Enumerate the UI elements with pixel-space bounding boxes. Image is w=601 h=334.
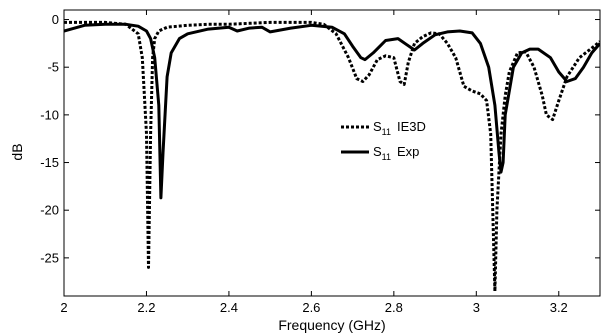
legend-exp-main: S <box>373 144 382 159</box>
legend-label-ie3d: S11 IE3D <box>373 119 426 137</box>
y-tick-label: -15 <box>40 155 59 170</box>
y-tick-label: -10 <box>40 107 59 122</box>
y-tick-label: -25 <box>40 250 59 265</box>
x-tick-label: 3.2 <box>550 300 568 315</box>
y-tick-label: 0 <box>52 12 59 27</box>
y-tick-label: -20 <box>40 203 59 218</box>
legend-exp-sub: 11 <box>382 152 391 162</box>
x-axis-label: Frequency (GHz) <box>278 317 385 333</box>
x-tick-label: 2 <box>60 300 67 315</box>
x-tick-label: 2.2 <box>137 300 155 315</box>
x-tick-label: 2.4 <box>220 300 238 315</box>
legend-ie3d-suffix: IE3D <box>397 119 426 134</box>
legend-ie3d-sub: 11 <box>382 127 391 137</box>
series-line-exp <box>64 22 600 200</box>
x-tick-label: 2.8 <box>385 300 403 315</box>
legend-exp-suffix: Exp <box>397 144 419 159</box>
legend-label-exp: S11 Exp <box>373 144 419 162</box>
y-tick-label: -5 <box>47 60 59 75</box>
x-tick-label: 3 <box>473 300 480 315</box>
legend: S11 IE3D S11 Exp <box>341 119 426 162</box>
y-axis-label: dB <box>9 143 25 160</box>
legend-ie3d-main: S <box>373 119 382 134</box>
x-tick-label: 2.6 <box>302 300 320 315</box>
